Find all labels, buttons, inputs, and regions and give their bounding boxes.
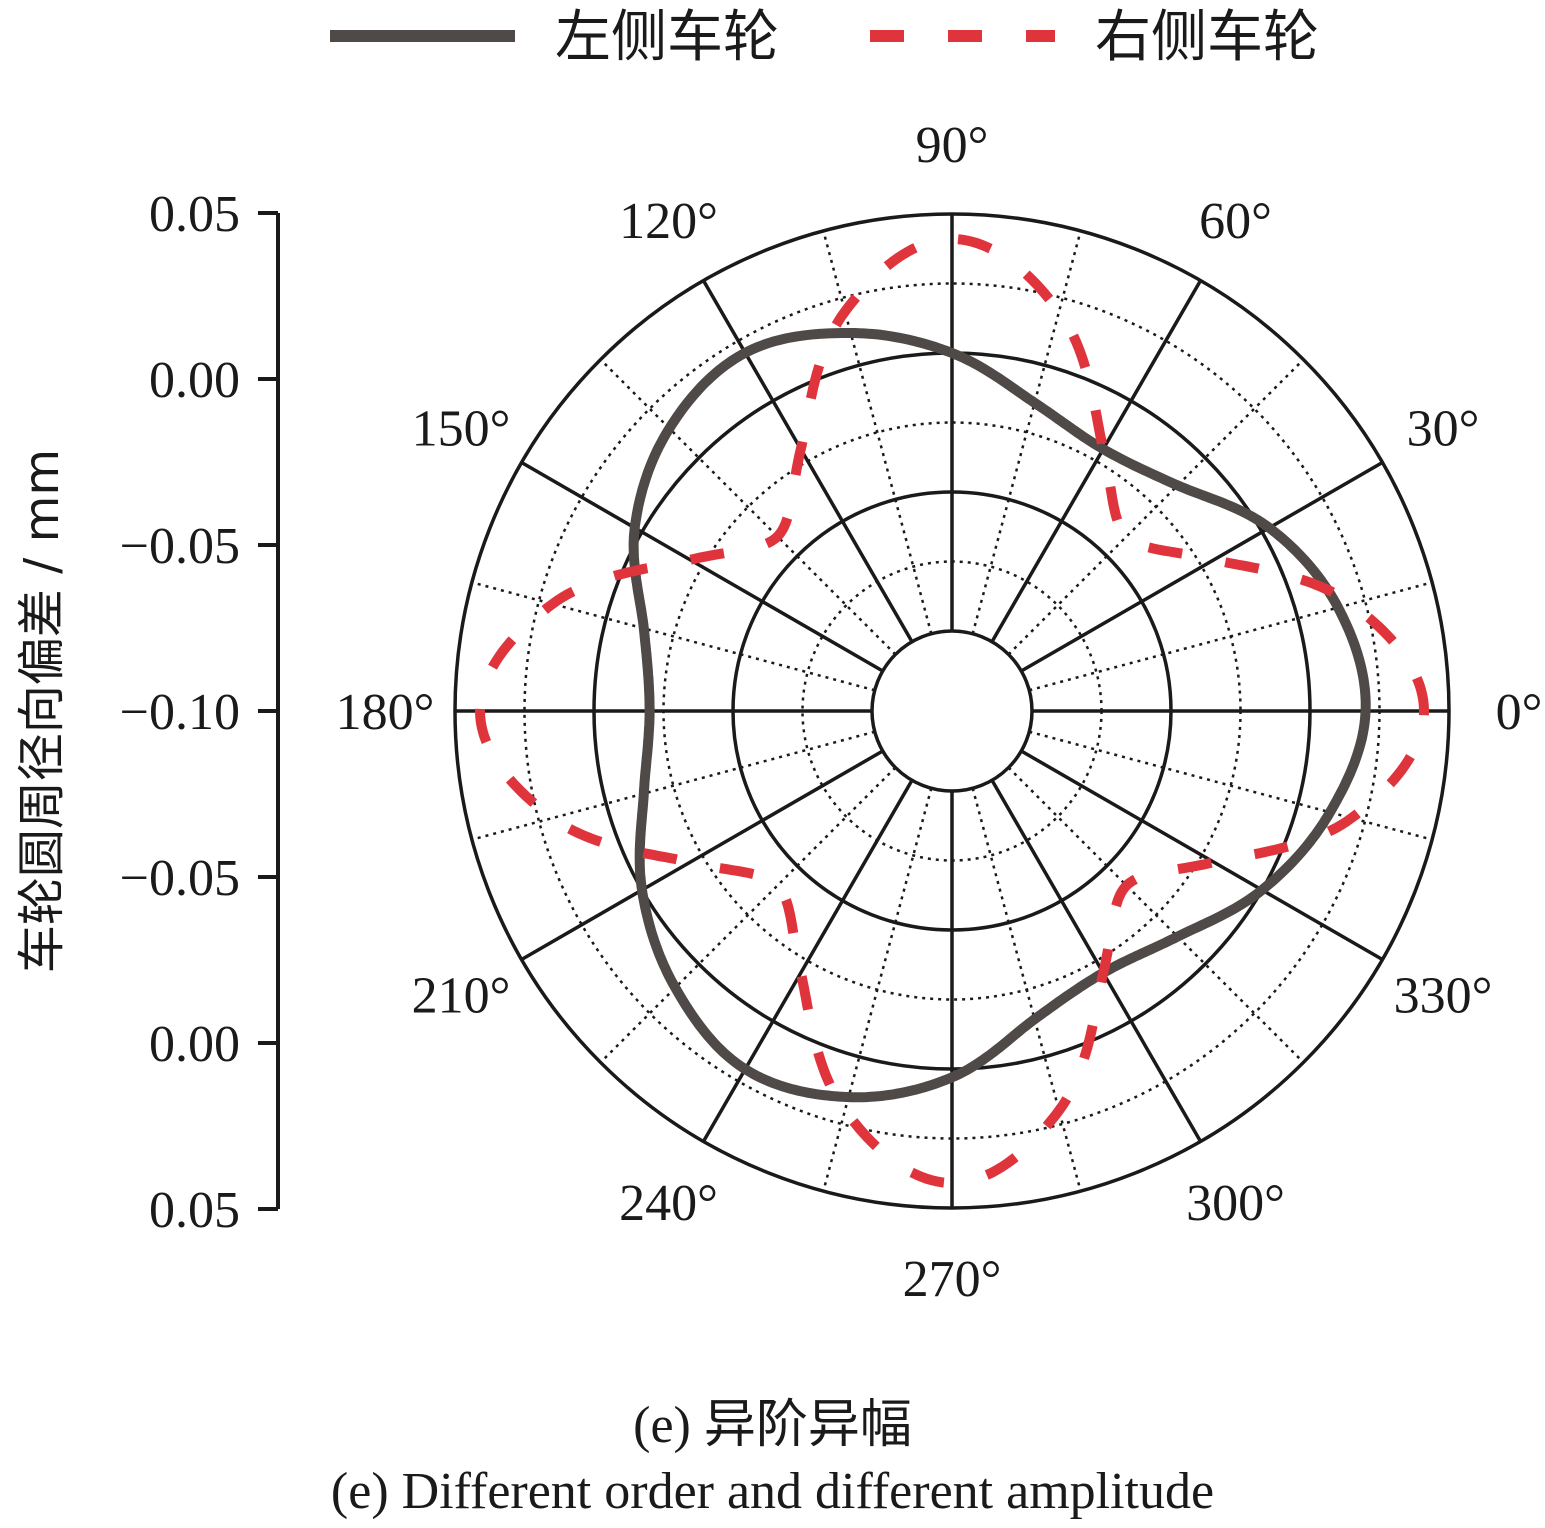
grid-spoke-dotted — [1007, 766, 1305, 1064]
y-tick-label: −0.05 — [120, 850, 240, 907]
y-tick-label: −0.10 — [120, 684, 240, 741]
grid-spoke-dotted — [822, 787, 933, 1192]
grid-spoke-solid — [701, 779, 914, 1143]
grid-spoke-solid — [990, 779, 1203, 1143]
caption-cn: (e) 异阶异幅 — [633, 1397, 912, 1454]
grid-spoke-solid — [701, 279, 914, 643]
y-tick-label: 0.00 — [149, 352, 240, 409]
grid-spoke-solid — [1020, 460, 1384, 673]
grid-spoke-dotted — [971, 787, 1082, 1192]
angle-label: 330° — [1394, 968, 1493, 1025]
y-tick-label: 0.05 — [149, 186, 240, 243]
angle-label: 120° — [619, 193, 718, 250]
grid-spoke-dotted — [1028, 581, 1433, 692]
grid-spoke-solid — [520, 749, 884, 962]
series-left-wheel — [628, 328, 1371, 1103]
y-tick-label: −0.05 — [120, 518, 240, 575]
angle-label: 90° — [916, 117, 989, 174]
grid-spoke-dotted — [599, 358, 897, 656]
y-tick-label: 0.00 — [149, 1016, 240, 1073]
angle-labels: 0° 30° 60° 90° 120° 150° 180° 210° 240° 270° 300° 3… — [336, 117, 1543, 1308]
grid-circle-solid — [870, 629, 1034, 793]
angle-label: 30° — [1407, 401, 1480, 458]
legend-left-label: 左侧车轮 — [555, 5, 779, 70]
legend-right-label: 右侧车轮 — [1095, 5, 1319, 70]
angle-label: 240° — [619, 1175, 718, 1232]
y-axis: 0.05 0.00 −0.05 −0.10 −0.05 0.00 0.05 车轮圆周径向偏差… — [14, 186, 280, 1239]
angle-label: 210° — [412, 968, 511, 1025]
grid-spoke-solid — [520, 460, 884, 673]
y-axis-label: 车轮圆周径向偏差 / mm — [14, 449, 70, 973]
y-ticks: 0.05 0.00 −0.05 −0.10 −0.05 0.00 0.05 — [120, 186, 278, 1239]
y-tick-label: 0.05 — [149, 1182, 240, 1239]
grid-spoke-dotted — [1007, 358, 1305, 656]
grid-spoke-solid — [1020, 749, 1384, 962]
grid-spoke-dotted — [971, 230, 1082, 635]
angle-label: 300° — [1186, 1175, 1285, 1232]
angle-label: 60° — [1199, 193, 1272, 250]
angle-label: 270° — [903, 1251, 1002, 1308]
angle-label: 0° — [1496, 684, 1543, 741]
grid-spoke-dotted — [471, 581, 876, 692]
grid-spoke-dotted — [1028, 730, 1433, 841]
grid-spoke-dotted — [599, 766, 897, 1064]
legend: 左侧车轮 右侧车轮 — [330, 5, 1319, 70]
caption-en: (e) Different order and different amplit… — [330, 1463, 1215, 1520]
grid-spoke-solid — [990, 279, 1203, 643]
grid-spoke-dotted — [471, 730, 876, 841]
polar-grid — [453, 212, 1451, 1210]
angle-label: 180° — [336, 684, 435, 741]
grid-spoke-dotted — [822, 230, 933, 635]
series-right-wheel — [474, 233, 1430, 1189]
angle-label: 150° — [412, 401, 511, 458]
